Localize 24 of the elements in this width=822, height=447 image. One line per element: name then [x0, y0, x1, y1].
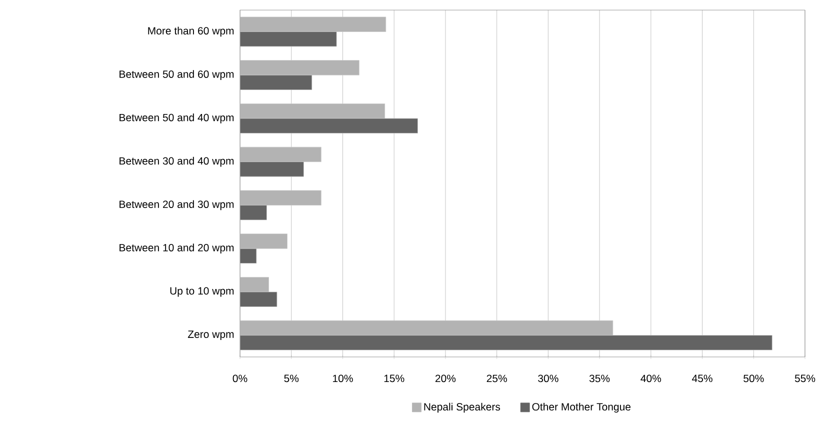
x-tick-label: 5% — [284, 374, 299, 382]
y-tick-label: Between 50 and 40 wpm — [120, 114, 234, 124]
bar — [240, 276, 269, 292]
y-tick-label: Between 30 and 40 wpm — [120, 156, 234, 167]
x-tick-label: 55% — [794, 374, 816, 382]
x-tick-label: 30% — [538, 374, 558, 382]
y-tick-label: Between 20 and 30 wpm — [120, 200, 234, 210]
bar — [240, 234, 288, 249]
y-tick-label: More than 60 wpm — [148, 26, 234, 37]
x-tick-label: 20% — [435, 374, 456, 382]
y-tick-label: Zero wpm — [188, 330, 234, 340]
x-tick-label: 10% — [333, 374, 353, 382]
y-tick-label: Up to 10 wpm — [170, 287, 234, 297]
x-tick-label: 40% — [640, 374, 662, 382]
x-tick-label: 0% — [232, 374, 248, 382]
x-tick-label: 15% — [384, 374, 404, 382]
x-tick-label: 35% — [589, 374, 610, 382]
x-tick-label: 45% — [692, 374, 712, 382]
x-tick-label: 50% — [744, 374, 764, 382]
x-tick-label: 25% — [486, 374, 507, 382]
legend-label: Nepali Speakers — [424, 402, 500, 413]
y-tick-label: Between 50 and 60 wpm — [120, 70, 234, 80]
y-tick-label: Between 10 and 20 wpm — [120, 244, 234, 254]
legend-label: Other Mother Tongue — [532, 402, 631, 413]
